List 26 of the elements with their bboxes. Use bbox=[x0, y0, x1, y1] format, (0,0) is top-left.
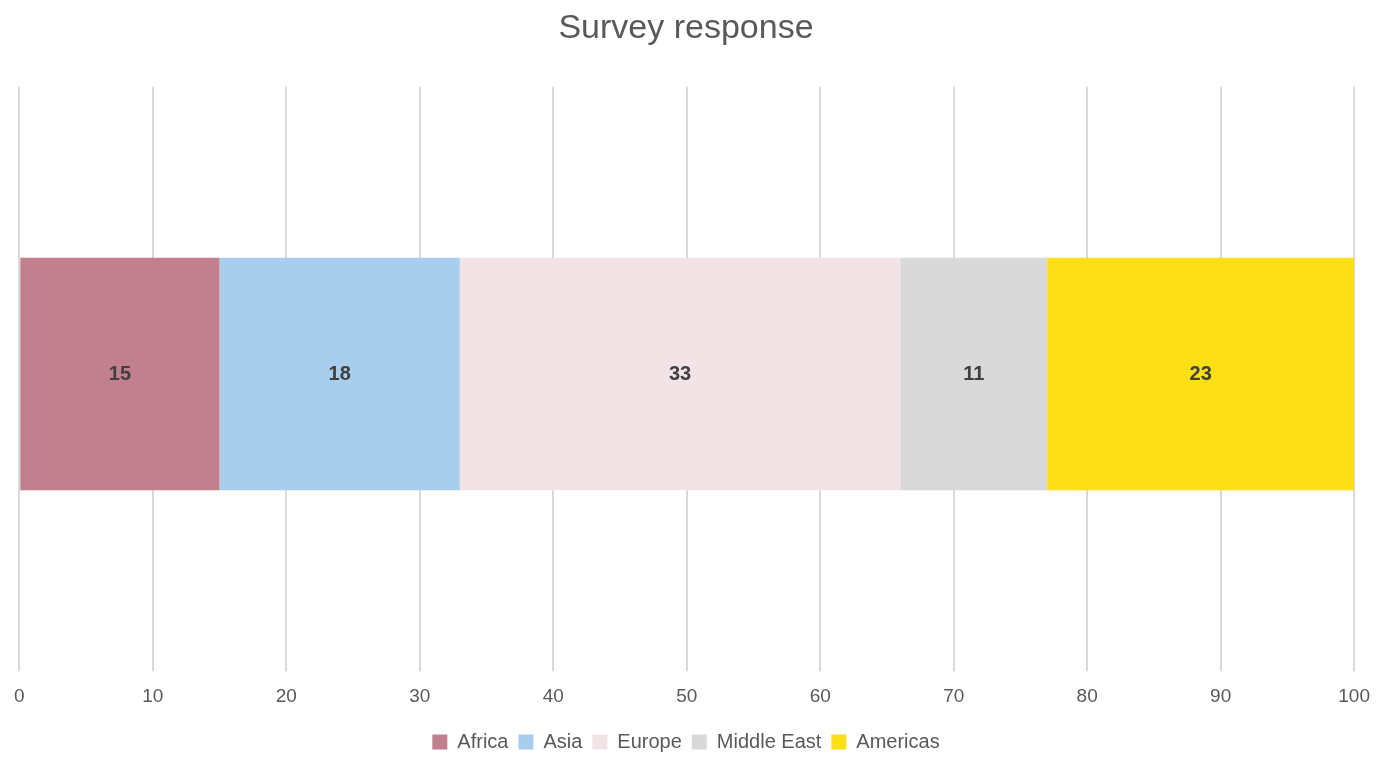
data-label: 15 bbox=[108, 361, 132, 384]
x-tick-label: 50 bbox=[676, 684, 698, 706]
bar bbox=[459, 257, 901, 491]
legend-label: Americas bbox=[856, 729, 940, 752]
bar bbox=[219, 257, 460, 491]
legend-label: Africa bbox=[457, 729, 510, 752]
data-label: 23 bbox=[1189, 361, 1212, 384]
data-label: 11 bbox=[963, 361, 985, 384]
x-tick-label: 90 bbox=[1210, 684, 1232, 706]
chart-title: Survey response bbox=[558, 6, 814, 45]
x-tick-label: 70 bbox=[943, 684, 965, 706]
x-tick-label: 20 bbox=[275, 684, 297, 706]
bar bbox=[1047, 257, 1355, 491]
x-tick-label: 60 bbox=[809, 684, 831, 706]
legend-label: Middle East bbox=[716, 729, 822, 752]
legend-label: Asia bbox=[543, 729, 584, 752]
data-label: 33 bbox=[668, 361, 692, 384]
bar bbox=[20, 257, 220, 491]
x-tick-label: 10 bbox=[142, 684, 164, 706]
x-tick-label: 0 bbox=[13, 684, 25, 706]
x-tick-label: 80 bbox=[1076, 684, 1098, 706]
x-tick-label: 40 bbox=[542, 684, 564, 706]
legend-label: Europe bbox=[617, 729, 682, 752]
x-tick-label: 100 bbox=[1338, 684, 1370, 706]
x-tick-label: 30 bbox=[409, 684, 431, 706]
data-label: 18 bbox=[328, 361, 351, 384]
